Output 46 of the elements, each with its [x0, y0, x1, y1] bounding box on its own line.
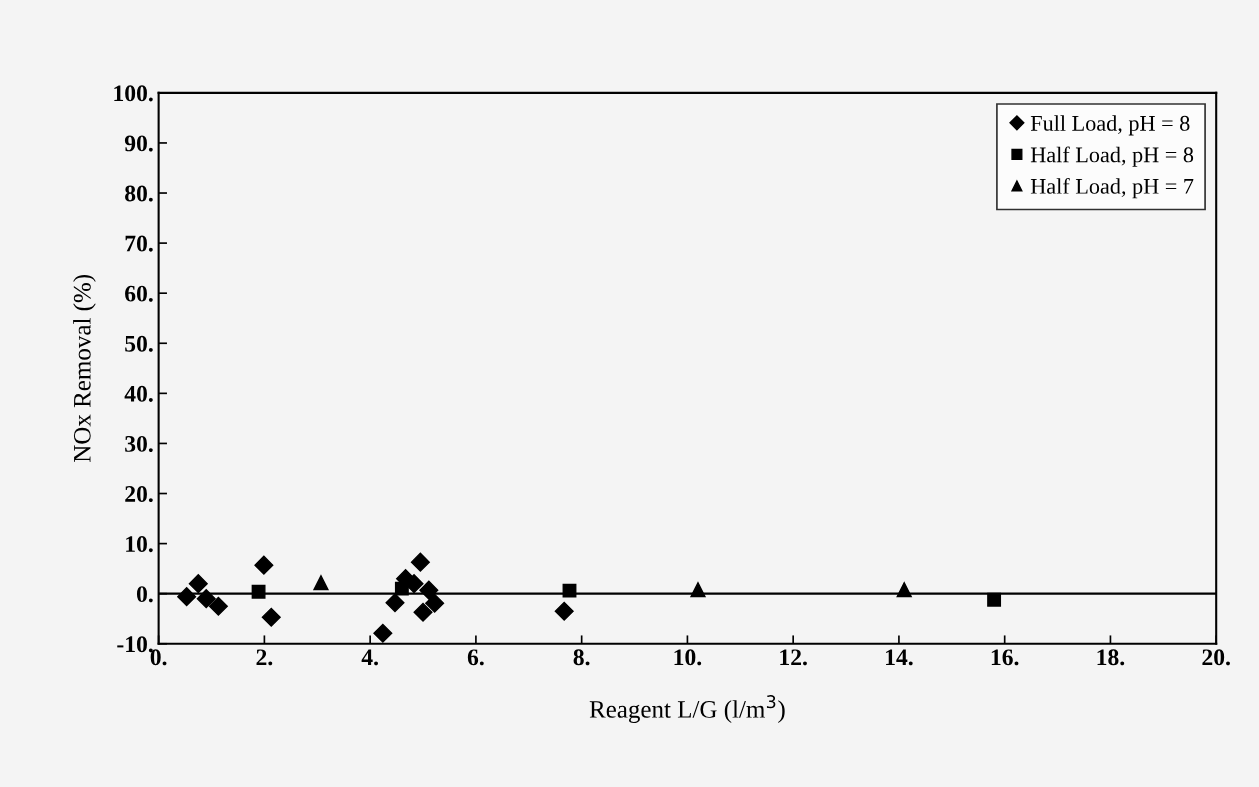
x-tick-label: 10. [674, 649, 702, 666]
y-tick-label: 10. [126, 536, 153, 553]
point [413, 602, 433, 622]
x-tick-label: 12. [780, 649, 807, 666]
x-tick-label: 18. [1097, 649, 1125, 666]
y-tick-label: 40. [124, 385, 153, 402]
legend-label: Half Load, pH = 8 [1030, 146, 1194, 167]
point [690, 582, 706, 598]
point [188, 574, 208, 594]
x-tick-label: 4. [361, 649, 378, 666]
x-tick-label: 16. [991, 649, 1019, 666]
y-tick-label: 20. [125, 486, 153, 503]
point [419, 580, 439, 600]
point [254, 555, 274, 575]
x-tick-label: 2. [256, 649, 273, 666]
point [554, 601, 574, 621]
y-axis-title: NOx Removal (%) [73, 274, 96, 463]
point [385, 593, 405, 613]
legend-label: Half Load, pH = 7 [1030, 177, 1194, 199]
point [251, 584, 266, 599]
y-tick-label: 60. [125, 285, 153, 302]
point [313, 575, 329, 591]
point [208, 596, 228, 616]
point [987, 592, 1002, 607]
point [177, 587, 197, 607]
point [394, 581, 409, 596]
x-tick-label: 6. [467, 649, 484, 666]
legend-label: Full Load, pH = 8 [1030, 115, 1190, 136]
y-tick-label: 80. [125, 185, 153, 202]
point [410, 552, 430, 572]
y-tick-label: 100. [114, 85, 153, 102]
point [562, 583, 577, 598]
point [896, 582, 912, 598]
point [425, 593, 445, 613]
x-axis-title: Reagent L/G (l/m$^{3}$) [589, 695, 785, 723]
y-tick-label: 30. [125, 435, 153, 452]
x-tick-label: 20. [1202, 649, 1230, 666]
y-tick-label: 70. [125, 235, 153, 252]
point [261, 607, 281, 627]
y-tick-label: 90. [124, 135, 153, 152]
y-tick-label: 50. [125, 335, 153, 352]
x-tick-label: 14. [886, 649, 913, 666]
point [373, 623, 393, 643]
y-tick-label: 0. [136, 586, 153, 603]
point [196, 589, 216, 609]
x-tick-label: 8. [573, 649, 590, 666]
